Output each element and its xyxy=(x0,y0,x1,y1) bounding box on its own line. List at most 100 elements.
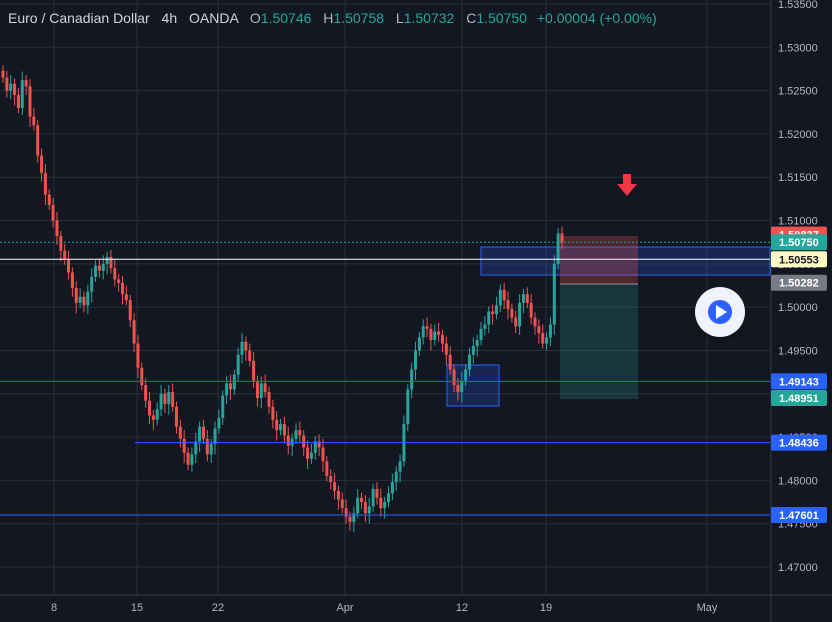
interval-label[interactable]: 4h xyxy=(161,10,178,26)
candle-body xyxy=(282,424,286,436)
candle xyxy=(541,324,545,349)
candle-body xyxy=(78,296,82,303)
candle-body xyxy=(59,236,63,251)
candle-body xyxy=(387,493,391,503)
candle xyxy=(248,343,252,367)
candle xyxy=(117,274,121,292)
candle xyxy=(82,291,86,313)
time-axis[interactable]: 8 15 22 Apr 12 19 May xyxy=(0,594,832,614)
symbol-name[interactable]: Euro / Canadian Dollar xyxy=(8,10,150,26)
candle xyxy=(352,506,356,533)
candle xyxy=(236,347,240,382)
candle xyxy=(406,384,410,432)
candle-body xyxy=(363,502,367,514)
candle xyxy=(5,70,9,98)
candle xyxy=(483,315,487,336)
candle-body xyxy=(329,476,333,483)
level-lines[interactable] xyxy=(0,241,770,516)
price-tick-label: 1.50000 xyxy=(778,302,818,314)
play-button[interactable] xyxy=(695,287,745,337)
price-axis[interactable]: 1.53500 1.53000 1.52500 1.52000 1.51500 1.510… xyxy=(770,0,818,622)
take-profit-zone[interactable] xyxy=(560,284,638,399)
candle xyxy=(379,489,383,517)
candle xyxy=(491,304,495,325)
candle-body xyxy=(560,233,564,243)
candle-body xyxy=(74,288,78,303)
candle-body xyxy=(151,415,155,420)
candle-body xyxy=(240,341,244,355)
candle-body xyxy=(313,441,317,453)
candle xyxy=(387,486,391,508)
candle-body xyxy=(533,317,537,327)
candle-body xyxy=(16,94,20,108)
candle xyxy=(421,319,425,345)
candle xyxy=(32,107,36,131)
candle-body xyxy=(390,482,394,494)
candle-body xyxy=(9,83,13,91)
candle-body xyxy=(440,334,444,344)
stop-loss-zone[interactable] xyxy=(560,236,638,284)
candle-body xyxy=(259,383,263,399)
candle xyxy=(20,71,24,115)
candle xyxy=(552,255,556,335)
candle xyxy=(533,312,537,335)
candle xyxy=(86,284,90,315)
candle xyxy=(94,260,98,283)
drawing-zones[interactable] xyxy=(446,236,771,407)
candle-body xyxy=(375,489,379,498)
candle xyxy=(556,228,560,270)
candle-body xyxy=(321,447,325,462)
candle xyxy=(167,385,171,415)
candle xyxy=(55,211,59,245)
candle xyxy=(525,287,529,309)
candle-body xyxy=(5,77,9,91)
candle-body xyxy=(309,452,313,459)
candle xyxy=(402,415,406,467)
candle xyxy=(43,164,47,205)
candle-body xyxy=(97,265,101,271)
candle xyxy=(448,346,452,375)
candle-body xyxy=(367,506,371,514)
candle xyxy=(190,447,194,472)
time-tick-label: 12 xyxy=(456,602,468,614)
candle xyxy=(464,364,468,386)
candle-body xyxy=(541,333,545,344)
price-tag: 1.50553 xyxy=(771,251,827,268)
candle-body xyxy=(487,311,491,325)
candle xyxy=(198,421,202,452)
price-tag-box xyxy=(771,434,827,451)
high-label: H xyxy=(323,10,334,26)
candle-body xyxy=(182,438,186,453)
resistance-zone[interactable] xyxy=(480,246,771,276)
candle xyxy=(437,322,441,342)
candle-body xyxy=(537,326,541,334)
candle-body xyxy=(325,461,329,477)
candle xyxy=(124,285,128,306)
support-zone[interactable] xyxy=(446,364,500,407)
candle-body xyxy=(163,393,167,405)
candle xyxy=(171,383,175,412)
candle xyxy=(302,430,306,457)
candle xyxy=(9,75,13,100)
candle xyxy=(325,456,329,482)
candle xyxy=(90,268,94,302)
candle xyxy=(460,372,464,403)
candle-body xyxy=(552,263,556,325)
candle xyxy=(471,337,475,364)
candle xyxy=(255,375,259,407)
candle-body xyxy=(286,435,290,446)
candle-body xyxy=(433,331,437,341)
candle xyxy=(182,430,186,464)
candle-body xyxy=(379,497,383,509)
candle-body xyxy=(475,340,479,347)
candle-body xyxy=(340,499,344,509)
price-tick-label: 1.52500 xyxy=(778,86,818,98)
time-tick-label: 19 xyxy=(540,602,552,614)
candle xyxy=(205,430,209,462)
candle-body xyxy=(70,272,74,289)
candle xyxy=(521,288,525,314)
price-tag-label: 1.49143 xyxy=(779,376,819,388)
candle-body xyxy=(252,360,256,381)
candle xyxy=(121,275,125,305)
